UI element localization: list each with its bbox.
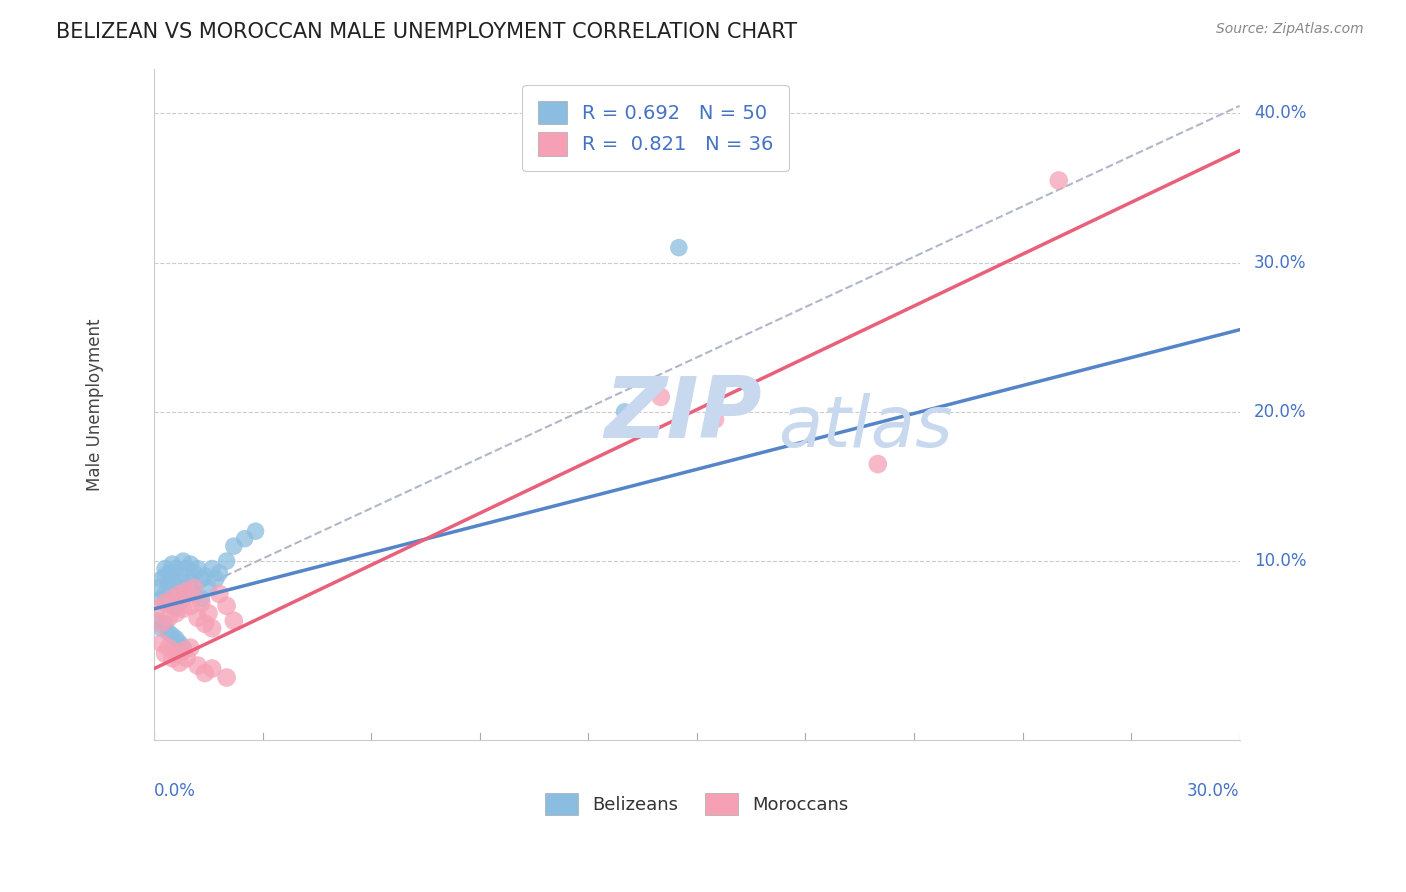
- Point: [169, 596, 191, 610]
- Point: [215, 671, 238, 685]
- Point: [172, 576, 194, 591]
- Point: [650, 390, 672, 404]
- Point: [157, 640, 180, 655]
- Point: [245, 524, 267, 539]
- Point: [150, 572, 173, 586]
- Point: [169, 636, 191, 650]
- Point: [162, 599, 184, 613]
- Point: [172, 640, 194, 655]
- Point: [172, 554, 194, 568]
- Point: [150, 621, 173, 635]
- Point: [187, 561, 209, 575]
- Point: [190, 596, 212, 610]
- Point: [157, 566, 180, 580]
- Point: [233, 532, 256, 546]
- Point: [208, 587, 231, 601]
- Point: [157, 611, 180, 625]
- Point: [169, 656, 191, 670]
- Point: [162, 651, 184, 665]
- Point: [150, 616, 173, 631]
- Text: BELIZEAN VS MOROCCAN MALE UNEMPLOYMENT CORRELATION CHART: BELIZEAN VS MOROCCAN MALE UNEMPLOYMENT C…: [56, 22, 797, 42]
- Point: [162, 557, 184, 571]
- Text: 0.0%: 0.0%: [155, 782, 195, 800]
- Point: [201, 561, 224, 575]
- Point: [613, 405, 636, 419]
- Point: [197, 581, 219, 595]
- Point: [208, 566, 231, 580]
- Point: [165, 607, 187, 621]
- Point: [222, 539, 245, 553]
- Point: [179, 574, 201, 589]
- Point: [157, 596, 180, 610]
- Text: Male Unemployment: Male Unemployment: [86, 318, 104, 491]
- Point: [153, 616, 176, 631]
- Point: [169, 587, 191, 601]
- Point: [704, 412, 727, 426]
- Point: [215, 554, 238, 568]
- Point: [183, 581, 205, 595]
- Point: [183, 587, 205, 601]
- Point: [165, 587, 187, 601]
- Point: [201, 662, 224, 676]
- Point: [153, 569, 176, 583]
- Point: [183, 566, 205, 580]
- Point: [204, 572, 226, 586]
- Point: [668, 241, 690, 255]
- Point: [1047, 173, 1070, 187]
- Point: [165, 602, 187, 616]
- Point: [194, 569, 217, 583]
- Point: [146, 602, 169, 616]
- Text: 20.0%: 20.0%: [1254, 403, 1306, 421]
- Point: [157, 576, 180, 591]
- Point: [179, 640, 201, 655]
- Text: 10.0%: 10.0%: [1254, 552, 1306, 570]
- Point: [150, 591, 173, 606]
- Point: [197, 607, 219, 621]
- Point: [176, 583, 198, 598]
- Point: [176, 583, 198, 598]
- Point: [146, 581, 169, 595]
- Point: [153, 596, 176, 610]
- Point: [190, 591, 212, 606]
- Point: [179, 599, 201, 613]
- Point: [176, 651, 198, 665]
- Point: [187, 658, 209, 673]
- Point: [162, 591, 184, 606]
- Text: ZIP: ZIP: [605, 373, 762, 456]
- Point: [153, 647, 176, 661]
- Point: [162, 629, 184, 643]
- Point: [194, 666, 217, 681]
- Text: 30.0%: 30.0%: [1254, 253, 1306, 271]
- Point: [201, 621, 224, 635]
- Point: [215, 599, 238, 613]
- Text: 30.0%: 30.0%: [1187, 782, 1240, 800]
- Point: [190, 572, 212, 586]
- Point: [157, 625, 180, 640]
- Point: [150, 636, 173, 650]
- Point: [162, 583, 184, 598]
- Point: [146, 614, 169, 628]
- Point: [194, 616, 217, 631]
- Point: [222, 614, 245, 628]
- Point: [172, 591, 194, 606]
- Text: atlas: atlas: [779, 393, 953, 462]
- Point: [169, 581, 191, 595]
- Point: [176, 561, 198, 575]
- Point: [172, 602, 194, 616]
- Point: [153, 587, 176, 601]
- Point: [179, 557, 201, 571]
- Point: [165, 561, 187, 575]
- Point: [172, 643, 194, 657]
- Point: [153, 561, 176, 575]
- Legend: Belizeans, Moroccans: Belizeans, Moroccans: [538, 786, 856, 822]
- Point: [187, 611, 209, 625]
- Point: [165, 647, 187, 661]
- Text: Source: ZipAtlas.com: Source: ZipAtlas.com: [1216, 22, 1364, 37]
- Point: [866, 457, 889, 471]
- Point: [169, 569, 191, 583]
- Text: 40.0%: 40.0%: [1254, 104, 1306, 122]
- Point: [165, 632, 187, 646]
- Point: [162, 572, 184, 586]
